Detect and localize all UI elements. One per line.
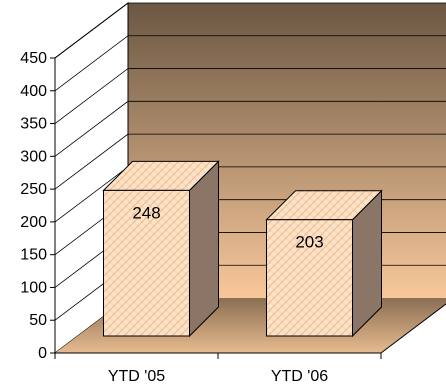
- bar-side: [189, 160, 219, 338]
- y-tick-label: 250: [20, 181, 47, 198]
- y-tick-label: 0: [38, 345, 47, 362]
- gridline-side: [54, 35, 129, 92]
- y-tick-label: 50: [29, 312, 47, 329]
- gridline-side: [54, 101, 129, 157]
- x-tick-label: YTD '06: [271, 368, 328, 385]
- gridline-side: [54, 133, 129, 190]
- y-tick-label: 150: [20, 247, 47, 264]
- bar-front: [103, 189, 190, 337]
- tick-labels: 0 50 100 150 200 250 300 350 400 450 YTD '05 YTD '0…: [20, 50, 328, 385]
- data-label: 203: [295, 233, 323, 252]
- gridline-side: [54, 68, 129, 124]
- y-tick-label: 450: [20, 50, 47, 67]
- data-label: 248: [132, 203, 160, 222]
- y-tick-label: 400: [20, 83, 47, 100]
- axes: [50, 57, 446, 359]
- bars: 248 203: [102, 160, 383, 338]
- x-tick-label: YTD '05: [108, 368, 165, 385]
- y-tick-label: 350: [20, 116, 47, 133]
- y-tick-label: 100: [20, 279, 47, 296]
- floor-edge-line: [380, 303, 446, 354]
- y-tick-label: 300: [20, 148, 47, 165]
- gridline-side: [54, 2, 129, 59]
- bar: 248: [102, 160, 220, 338]
- gridline-side: [54, 166, 129, 223]
- bar-front: [266, 219, 353, 337]
- bar: 203: [265, 189, 383, 338]
- y-tick-label: 200: [20, 214, 47, 231]
